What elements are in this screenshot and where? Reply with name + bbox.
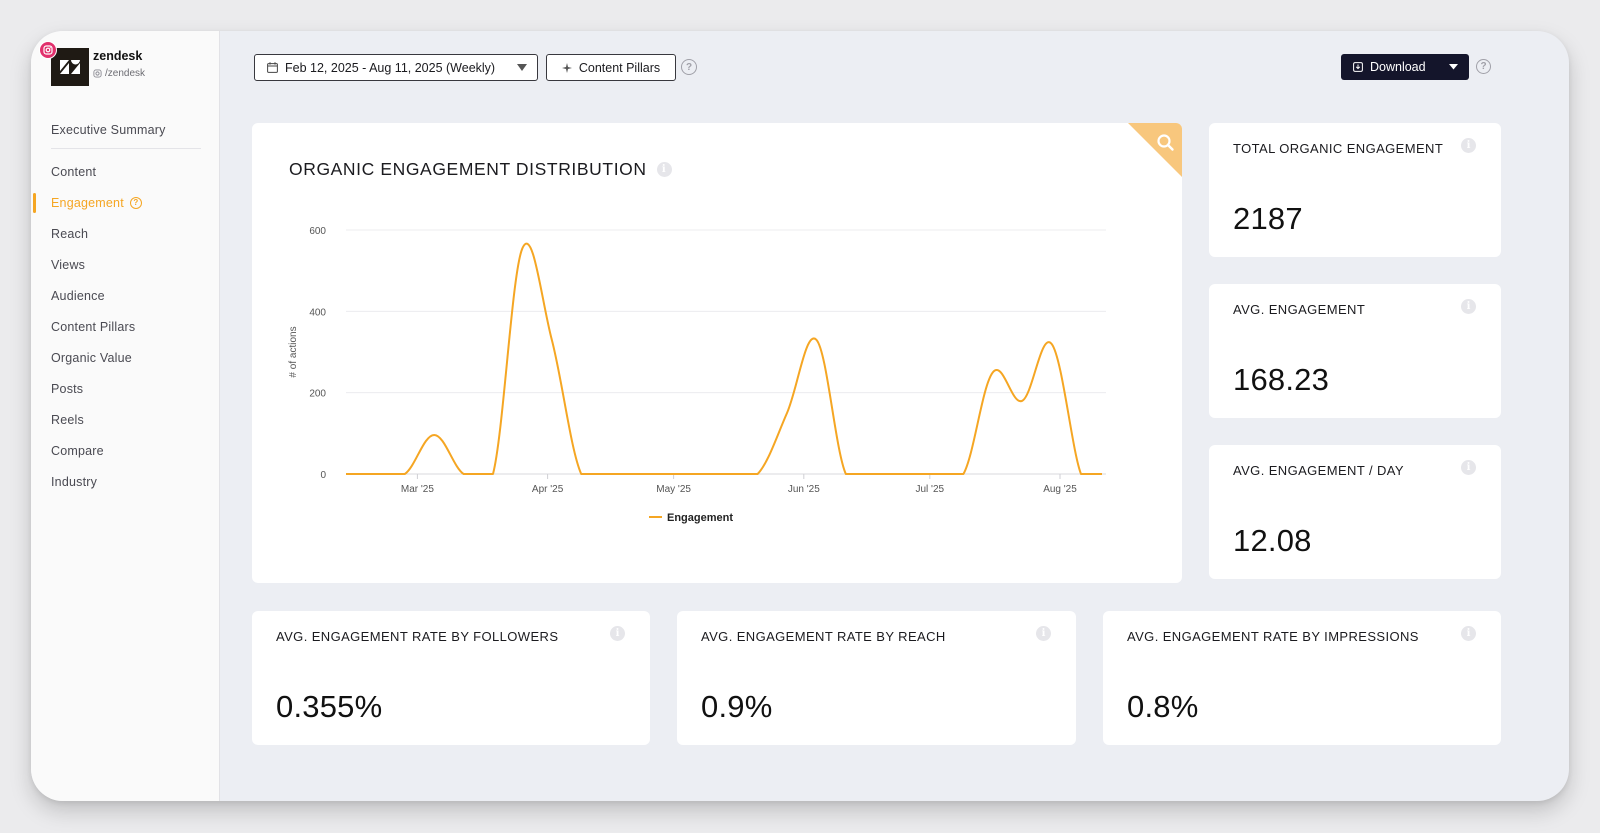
search-icon [1157, 134, 1174, 151]
info-icon[interactable]: i [610, 626, 625, 641]
help-icon[interactable]: ? [1476, 59, 1491, 74]
rate-impressions-card: AVG. ENGAGEMENT RATE BY IMPRESSIONS i 0.… [1103, 611, 1501, 745]
caret-down-icon [517, 64, 527, 71]
sidebar-item-audience[interactable]: Audience [51, 288, 105, 303]
download-label: Download [1370, 60, 1426, 74]
stat-value: 12.08 [1233, 523, 1312, 558]
caret-down-icon [1449, 64, 1458, 70]
stat-label: AVG. ENGAGEMENT / DAY [1233, 463, 1404, 478]
y-tick-label: 200 [309, 389, 326, 400]
instagram-small-icon [93, 69, 102, 78]
download-main[interactable]: Download [1341, 54, 1438, 80]
x-tick-label: Jun '25 [788, 484, 820, 495]
sidebar-item-content[interactable]: Content [51, 164, 97, 179]
sidebar: zendesk /zendesk Executive Summary Conte… [31, 31, 220, 801]
brand-header[interactable]: zendesk /zendesk [39, 41, 211, 88]
x-tick-label: Mar '25 [401, 484, 434, 495]
info-icon[interactable]: i [1461, 299, 1476, 314]
chart-title-text: ORGANIC ENGAGEMENT DISTRIBUTION [289, 159, 647, 179]
content-pillars-label: Content Pillars [578, 60, 661, 75]
content-pillars-button[interactable]: Content Pillars [546, 54, 676, 81]
calendar-icon [267, 62, 278, 73]
stat-label: AVG. ENGAGEMENT RATE BY FOLLOWERS [276, 629, 559, 644]
sidebar-item-label: Engagement [51, 195, 124, 210]
date-range-picker[interactable]: Feb 12, 2025 - Aug 11, 2025 (Weekly) [254, 54, 538, 81]
rate-followers-card: AVG. ENGAGEMENT RATE BY FOLLOWERS i 0.35… [252, 611, 650, 745]
stat-value: 0.8% [1127, 689, 1199, 724]
sidebar-item-executive-summary[interactable]: Executive Summary [51, 111, 201, 149]
brand-handle: /zendesk [93, 68, 145, 79]
sidebar-item-posts[interactable]: Posts [51, 381, 84, 396]
app-window: zendesk /zendesk Executive Summary Conte… [31, 31, 1569, 801]
stat-label: AVG. ENGAGEMENT RATE BY REACH [701, 629, 946, 644]
sidebar-item-content-pillars[interactable]: Content Pillars [51, 319, 136, 334]
info-icon[interactable]: i [1461, 626, 1476, 641]
x-tick-label: May '25 [656, 484, 691, 495]
zoom-corner[interactable] [1128, 123, 1182, 177]
download-options-caret[interactable] [1438, 54, 1469, 80]
engagement-line-chart: 0 200 400 600 Mar '25 Apr '25 May '25 Jun '25 Ju… [288, 226, 1106, 524]
info-icon[interactable]: i [1461, 138, 1476, 153]
avg-engagement-day-card: AVG. ENGAGEMENT / DAY i 12.08 [1209, 445, 1501, 579]
download-button[interactable]: Download [1341, 54, 1469, 80]
x-tick-label: Aug '25 [1043, 484, 1077, 495]
x-tick-label: Jul '25 [916, 484, 945, 495]
info-icon[interactable]: i [1461, 460, 1476, 475]
date-range-text: Feb 12, 2025 - Aug 11, 2025 (Weekly) [285, 60, 496, 75]
stat-label: AVG. ENGAGEMENT RATE BY IMPRESSIONS [1127, 629, 1419, 644]
stat-value: 2187 [1233, 201, 1303, 236]
info-icon[interactable]: i [1036, 626, 1051, 641]
stat-value: 0.9% [701, 689, 773, 724]
y-tick-label: 0 [320, 470, 326, 481]
stat-value: 168.23 [1233, 362, 1330, 397]
sidebar-item-compare[interactable]: Compare [51, 443, 104, 458]
stat-value: 0.355% [276, 689, 383, 724]
sidebar-item-reels[interactable]: Reels [51, 412, 84, 427]
y-tick-label: 400 [309, 307, 326, 318]
sidebar-nav: Executive Summary Content Engagement ? R… [33, 111, 201, 497]
help-icon[interactable]: ? [129, 196, 142, 209]
sidebar-item-engagement[interactable]: Engagement ? [33, 187, 201, 218]
sidebar-item-reach[interactable]: Reach [51, 226, 89, 241]
avg-engagement-card: AVG. ENGAGEMENT i 168.23 [1209, 284, 1501, 418]
rate-reach-card: AVG. ENGAGEMENT RATE BY REACH i 0.9% [677, 611, 1076, 745]
stat-label: TOTAL ORGANIC ENGAGEMENT [1233, 141, 1444, 156]
y-axis-label: # of actions [288, 326, 299, 377]
y-tick-label: 600 [309, 226, 326, 237]
zendesk-logo [51, 48, 89, 86]
stat-label: AVG. ENGAGEMENT [1233, 302, 1366, 317]
sidebar-item-organic-value[interactable]: Organic Value [51, 350, 132, 365]
engagement-series-line [345, 242, 1102, 475]
engagement-distribution-card: ORGANIC ENGAGEMENT DISTRIBUTION i 0 200 40… [252, 123, 1182, 583]
instagram-icon [39, 41, 57, 59]
info-icon[interactable]: i [656, 162, 672, 177]
x-tick-label: Apr '25 [532, 484, 564, 495]
chart-title: ORGANIC ENGAGEMENT DISTRIBUTION i [289, 159, 672, 180]
download-icon [1353, 62, 1363, 72]
sidebar-item-views[interactable]: Views [51, 257, 86, 272]
brand-name: zendesk [93, 49, 143, 63]
brand-handle-text: /zendesk [105, 68, 146, 79]
help-icon[interactable]: ? [681, 59, 697, 75]
sidebar-item-industry[interactable]: Industry [51, 474, 98, 489]
total-engagement-card: TOTAL ORGANIC ENGAGEMENT i 2187 [1209, 123, 1501, 257]
legend-label: Engagement [667, 512, 733, 524]
sparkle-icon [561, 62, 572, 73]
